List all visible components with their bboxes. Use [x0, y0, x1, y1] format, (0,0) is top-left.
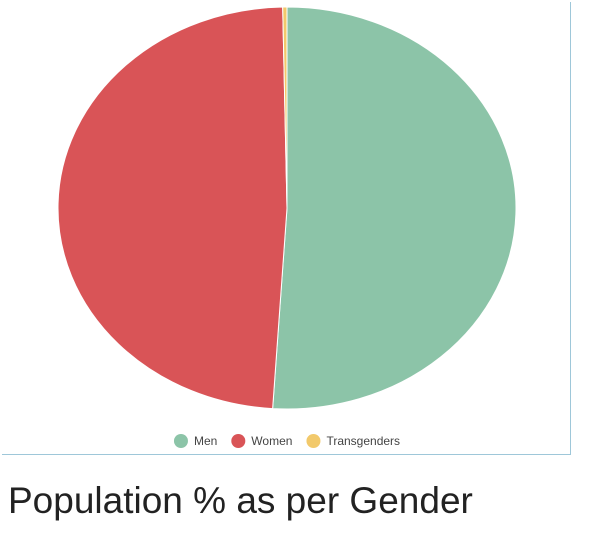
legend-label: Women [251, 434, 292, 448]
pie-slice [282, 6, 288, 209]
pie [57, 6, 517, 410]
legend-label: Men [194, 434, 217, 448]
chart-frame [2, 2, 571, 455]
legend: Men Women Transgenders [173, 434, 400, 448]
legend-marker [173, 434, 188, 448]
legend-marker [231, 434, 246, 448]
pie-slice [272, 6, 517, 410]
legend-marker [306, 434, 321, 448]
pie-slice [57, 6, 288, 410]
legend-label: Transgenders [326, 434, 400, 448]
chart-title: Population % as per Gender [8, 480, 473, 521]
